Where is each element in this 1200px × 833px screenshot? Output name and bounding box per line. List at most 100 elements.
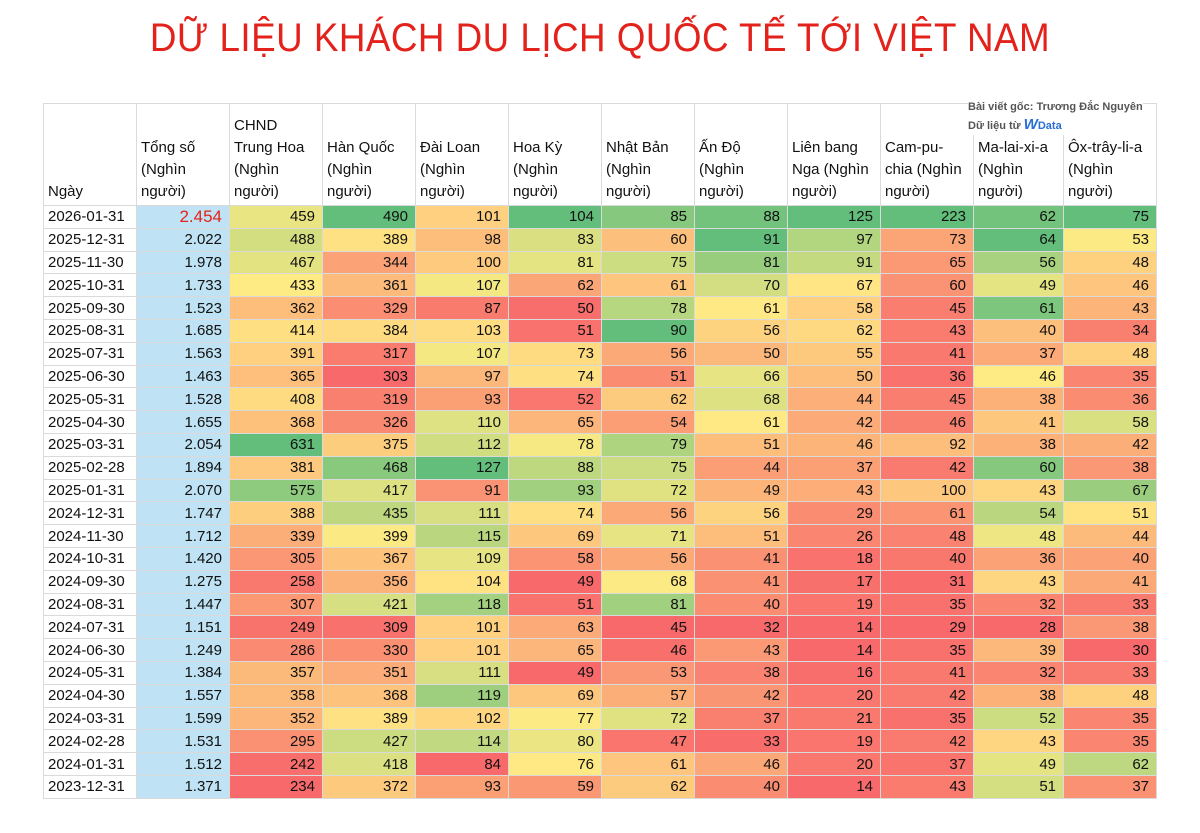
date-cell: 2024-11-30 xyxy=(43,524,137,548)
date-cell: 2025-05-31 xyxy=(43,387,137,412)
value-cell: 38 xyxy=(973,432,1064,457)
value-cell: 295 xyxy=(229,729,323,754)
table-row: 2025-09-30 1.523 362 329 87 50 78 61 58 45 61 43 xyxy=(43,296,1157,320)
value-cell: 399 xyxy=(322,524,416,548)
table-row: 2023-12-31 1.371 234 372 93 59 62 40 14 43 51 37 xyxy=(43,774,1157,799)
total-cell: 1.447 xyxy=(136,592,230,617)
table-row: 2024-11-30 1.712 339 399 115 69 71 51 26 48 48 44 xyxy=(43,524,1157,548)
value-cell: 42 xyxy=(880,455,974,480)
value-cell: 61 xyxy=(601,752,695,776)
value-cell: 41 xyxy=(694,569,788,594)
value-cell: 427 xyxy=(322,729,416,754)
value-cell: 91 xyxy=(415,478,509,503)
value-cell: 118 xyxy=(415,592,509,617)
value-cell: 107 xyxy=(415,341,509,366)
value-cell: 223 xyxy=(880,205,974,229)
value-cell: 40 xyxy=(694,592,788,617)
total-cell: 1.463 xyxy=(136,364,230,389)
value-cell: 97 xyxy=(787,227,881,252)
table-row: 2025-10-31 1.733 433 361 107 62 61 70 67 60 49 46 xyxy=(43,273,1157,298)
data-table: Ngày Tổng số (Nghìn người) CHND Trung Hoa … xyxy=(43,103,1157,799)
value-cell: 352 xyxy=(229,706,323,731)
table-row: 2024-04-30 1.557 358 368 119 69 57 42 20 42 38 48 xyxy=(43,683,1157,708)
value-cell: 305 xyxy=(229,546,323,571)
value-cell: 93 xyxy=(508,478,602,503)
table-row: 2025-06-30 1.463 365 303 97 74 51 66 50 36 46 35 xyxy=(43,364,1157,389)
total-cell: 2.454 xyxy=(136,205,230,229)
value-cell: 72 xyxy=(601,478,695,503)
value-cell: 107 xyxy=(415,273,509,298)
date-cell: 2024-04-30 xyxy=(43,683,137,708)
table-row: 2024-06-30 1.249 286 330 101 65 46 43 14 35 39 30 xyxy=(43,638,1157,662)
value-cell: 104 xyxy=(415,569,509,594)
value-cell: 44 xyxy=(694,455,788,480)
value-cell: 58 xyxy=(508,546,602,571)
value-cell: 488 xyxy=(229,227,323,252)
value-cell: 21 xyxy=(787,706,881,731)
value-cell: 58 xyxy=(1063,410,1157,434)
value-cell: 45 xyxy=(880,387,974,412)
value-cell: 32 xyxy=(973,660,1064,685)
value-cell: 43 xyxy=(973,729,1064,754)
value-cell: 54 xyxy=(601,410,695,434)
value-cell: 75 xyxy=(601,250,695,275)
value-cell: 110 xyxy=(415,410,509,434)
value-cell: 51 xyxy=(1063,501,1157,526)
credit: Bài viết gốc: Trương Đắc Nguyên xyxy=(968,101,1143,113)
value-cell: 74 xyxy=(508,364,602,389)
value-cell: 103 xyxy=(415,318,509,343)
table-row: 2024-03-31 1.599 352 389 102 77 72 37 21 35 52 35 xyxy=(43,706,1157,731)
date-cell: 2024-02-28 xyxy=(43,729,137,754)
value-cell: 54 xyxy=(973,501,1064,526)
value-cell: 358 xyxy=(229,683,323,708)
value-cell: 104 xyxy=(508,205,602,229)
total-cell: 1.978 xyxy=(136,250,230,275)
table-row: 2025-03-31 2.054 631 375 112 78 79 51 46 92 38 42 xyxy=(43,432,1157,457)
value-cell: 65 xyxy=(880,250,974,275)
value-cell: 48 xyxy=(1063,250,1157,275)
value-cell: 56 xyxy=(601,341,695,366)
value-cell: 53 xyxy=(601,660,695,685)
value-cell: 49 xyxy=(973,273,1064,298)
table-row: 2024-02-28 1.531 295 427 114 80 47 33 19 42 43 35 xyxy=(43,729,1157,754)
value-cell: 46 xyxy=(601,638,695,662)
column-header: Nhật Bản (Nghìn người) xyxy=(601,103,695,206)
value-cell: 47 xyxy=(601,729,695,754)
value-cell: 14 xyxy=(787,774,881,799)
value-cell: 372 xyxy=(322,774,416,799)
value-cell: 351 xyxy=(322,660,416,685)
value-cell: 14 xyxy=(787,638,881,662)
column-header: Ngày xyxy=(43,103,137,206)
value-cell: 32 xyxy=(973,592,1064,617)
value-cell: 56 xyxy=(601,546,695,571)
value-cell: 375 xyxy=(322,432,416,457)
value-cell: 66 xyxy=(694,364,788,389)
value-cell: 100 xyxy=(880,478,974,503)
value-cell: 18 xyxy=(787,546,881,571)
value-cell: 65 xyxy=(508,638,602,662)
column-header: Tổng số (Nghìn người) xyxy=(136,103,230,206)
value-cell: 41 xyxy=(1063,569,1157,594)
value-cell: 44 xyxy=(787,387,881,412)
value-cell: 307 xyxy=(229,592,323,617)
value-cell: 62 xyxy=(1063,752,1157,776)
value-cell: 73 xyxy=(508,341,602,366)
total-cell: 2.022 xyxy=(136,227,230,252)
total-cell: 2.070 xyxy=(136,478,230,503)
table-head: Ngày Tổng số (Nghìn người) CHND Trung Hoa … xyxy=(43,103,1157,206)
total-cell: 1.531 xyxy=(136,729,230,754)
value-cell: 30 xyxy=(1063,638,1157,662)
table-row: 2025-04-30 1.655 368 326 110 65 54 61 42 46 41 58 xyxy=(43,410,1157,434)
value-cell: 356 xyxy=(322,569,416,594)
value-cell: 91 xyxy=(694,227,788,252)
value-cell: 41 xyxy=(880,660,974,685)
value-cell: 83 xyxy=(508,227,602,252)
value-cell: 109 xyxy=(415,546,509,571)
value-cell: 71 xyxy=(601,524,695,548)
date-cell: 2025-11-30 xyxy=(43,250,137,275)
total-cell: 1.733 xyxy=(136,273,230,298)
value-cell: 33 xyxy=(1063,592,1157,617)
value-cell: 57 xyxy=(601,683,695,708)
value-cell: 51 xyxy=(508,318,602,343)
